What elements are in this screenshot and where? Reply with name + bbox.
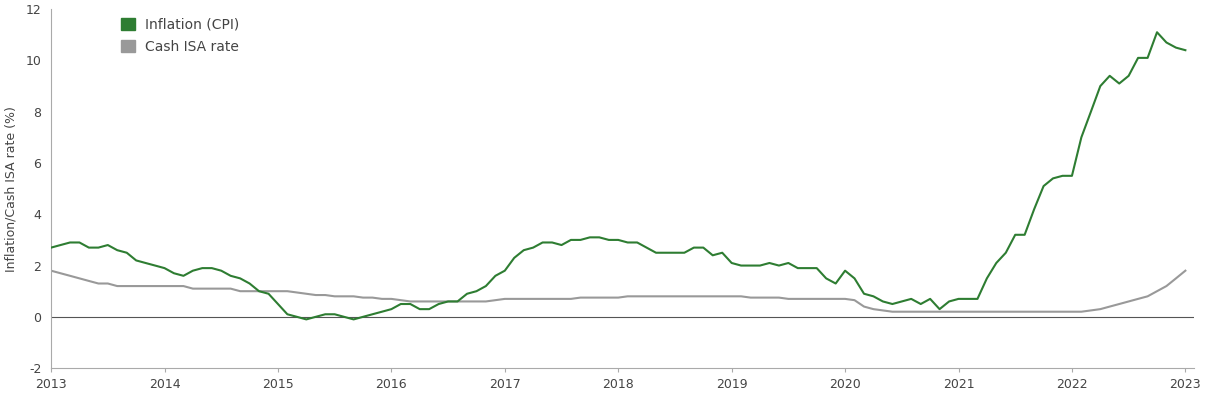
Cash ISA rate	[753, 295, 768, 300]
Line: Cash ISA rate: Cash ISA rate	[51, 271, 1185, 312]
Inflation (CPI)	[762, 261, 776, 265]
Y-axis label: Inflation/Cash ISA rate (%): Inflation/Cash ISA rate (%)	[4, 106, 17, 272]
Cash ISA rate	[526, 297, 541, 301]
Cash ISA rate	[43, 268, 58, 273]
Inflation (CPI)	[299, 317, 314, 322]
Inflation (CPI)	[43, 245, 58, 250]
Inflation (CPI)	[818, 276, 833, 281]
Inflation (CPI)	[1150, 30, 1165, 35]
Inflation (CPI)	[317, 312, 332, 317]
Cash ISA rate	[157, 284, 171, 288]
Inflation (CPI)	[1112, 81, 1126, 86]
Cash ISA rate	[1112, 302, 1126, 307]
Cash ISA rate	[885, 309, 899, 314]
Inflation (CPI)	[157, 266, 171, 271]
Inflation (CPI)	[1178, 48, 1193, 53]
Legend: Inflation (CPI), Cash ISA rate: Inflation (CPI), Cash ISA rate	[121, 18, 239, 54]
Line: Inflation (CPI): Inflation (CPI)	[51, 32, 1185, 320]
Cash ISA rate	[810, 297, 824, 301]
Cash ISA rate	[309, 293, 323, 297]
Cash ISA rate	[1178, 268, 1193, 273]
Inflation (CPI)	[536, 240, 550, 245]
